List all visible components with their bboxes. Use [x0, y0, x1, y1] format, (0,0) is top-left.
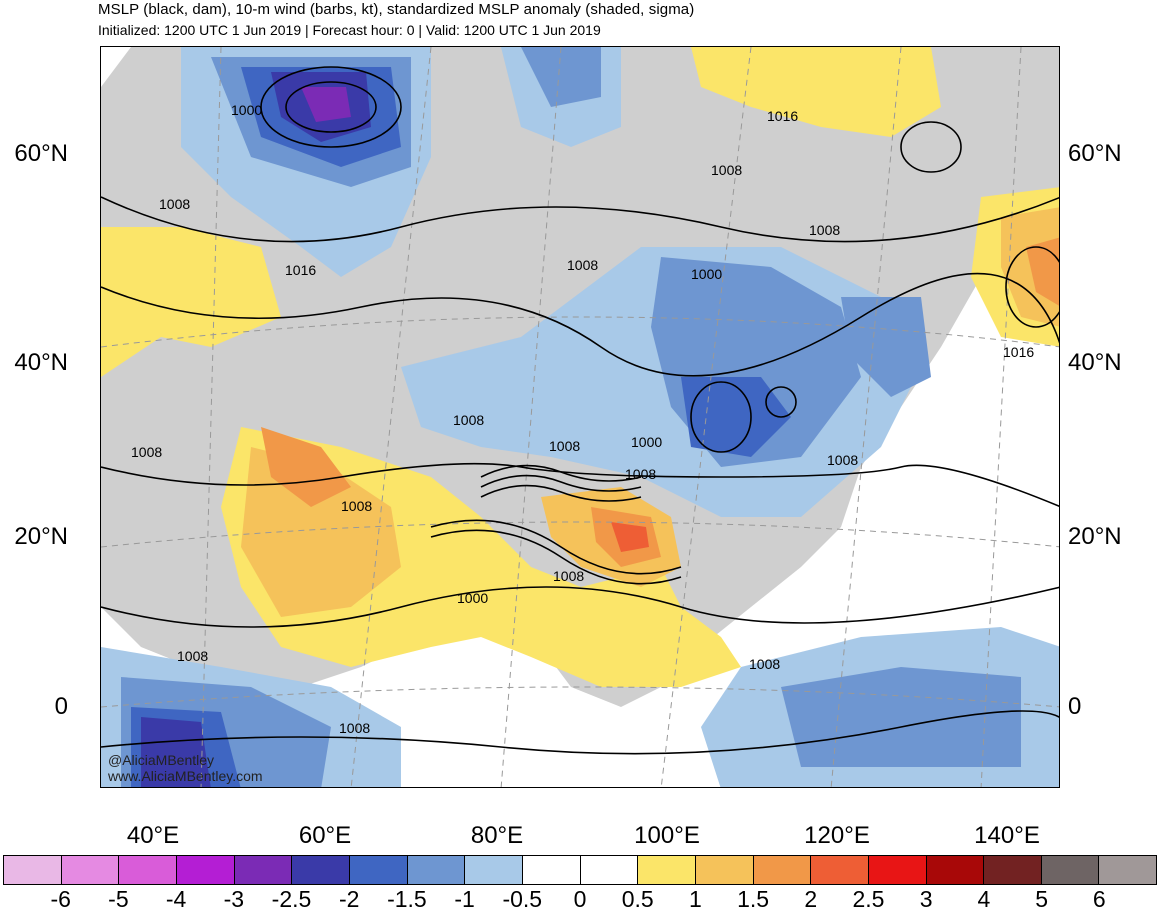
colorbar-swatch: [1099, 856, 1157, 884]
contour-label: 1008: [749, 656, 780, 672]
chart-title: MSLP (black, dam), 10-m wind (barbs, kt)…: [98, 1, 695, 18]
lat-label-left: 40°N: [14, 349, 68, 376]
lat-label-right: 20°N: [1068, 523, 1122, 550]
contour-label: 1008: [809, 222, 840, 238]
contour-label: 1000: [631, 434, 662, 450]
colorbar-swatch: [292, 856, 350, 884]
anomaly-positive-caspian: [261, 427, 351, 507]
graticule: [101, 47, 1059, 787]
lon-label: 120°E: [804, 822, 870, 849]
contour-label: 1008: [711, 162, 742, 178]
colorbar-tick-label: -2.5: [271, 886, 312, 912]
lon-label: 40°E: [126, 822, 180, 849]
contour-label: 1008: [827, 452, 858, 468]
colorbar-swatch: [176, 856, 235, 884]
colorbar-tick-label: -0.5: [502, 886, 543, 912]
colorbar-swatch: [638, 856, 696, 884]
lon-label: 100°E: [634, 822, 700, 849]
colorbar-swatch: [119, 856, 177, 884]
anomaly-negative-pacific-core: [781, 667, 1021, 767]
colorbar-swatch: [4, 856, 62, 884]
colorbar-tick-label: 3: [919, 886, 933, 912]
colorbar-tick-label: 2: [804, 886, 818, 912]
anomaly-negative-manchuria: [841, 297, 931, 397]
anomaly-positive-peak-core: [611, 522, 649, 552]
lon-label: 80°E: [470, 822, 524, 849]
colorbar-tick-label: 1: [688, 886, 702, 912]
colorbar-tick-label: -6: [50, 886, 71, 912]
colorbar-tick-label: -1.5: [387, 886, 427, 912]
contour-label: 1008: [131, 444, 162, 460]
colorbar-tick-label: 1.5: [737, 886, 770, 912]
map-plot: 1000 1008 1016 1016 1008 1008 1008 1000 …: [101, 47, 1059, 787]
lon-label: 60°E: [298, 822, 352, 849]
anomaly-positive-arabia: [241, 447, 401, 617]
colorbar-tick-label: 4: [977, 886, 991, 912]
colorbar-swatch: [868, 856, 927, 884]
colorbar-swatch: [61, 856, 120, 884]
lat-label-right: 0: [1068, 693, 1082, 720]
colorbar-tick-label: -1: [454, 886, 475, 912]
colorbar-tick-label: -2: [338, 886, 360, 912]
contour-label: 1008: [177, 648, 208, 664]
contour-label: 1016: [285, 262, 316, 278]
contour-label: 1008: [553, 568, 584, 584]
contour-label: 1008: [549, 438, 580, 454]
colorbar-swatch: [695, 856, 754, 884]
anomaly-negative-scandinavia-min: [301, 87, 351, 122]
colorbar-tick-label: 0.5: [621, 886, 654, 912]
map-panel: 1000 1008 1016 1016 1008 1008 1008 1000 …: [100, 46, 1060, 788]
colorbar-tick-label: 0: [573, 886, 587, 912]
colorbar-tick-label: -4: [165, 886, 187, 912]
contour-label: 1008: [567, 257, 598, 273]
colorbar-tick-label: -3: [223, 886, 245, 912]
contour-label: 1016: [767, 108, 798, 124]
contour-labels: 1000 1008 1016 1016 1008 1008 1008 1000 …: [131, 102, 1034, 736]
contour-label: 1008: [341, 498, 372, 514]
contour-label: 1000: [691, 266, 722, 282]
colorbar-tick-label: 5: [1035, 886, 1048, 912]
colorbar-swatch: [753, 856, 812, 884]
colorbar-swatch: [811, 856, 869, 884]
contour-label: 1008: [339, 720, 370, 736]
mslp-contours: [101, 66, 1059, 755]
contour-label: 1000: [231, 102, 262, 118]
lat-label-left: 0: [54, 693, 68, 720]
watermark-site: www.AliciaMBentley.com: [108, 768, 263, 784]
colorbar-swatch: [984, 856, 1042, 884]
lat-label-right: 40°N: [1068, 349, 1122, 376]
lon-label: 140°E: [974, 822, 1040, 849]
colorbar-tick-label: 6: [1092, 886, 1106, 912]
colorbar-tick-label: 2.5: [852, 886, 885, 912]
colorbar-swatch: [522, 856, 581, 884]
colorbar-swatch: [349, 856, 408, 884]
contour-label: 1000: [457, 590, 488, 606]
anomaly-positive-japan-peak: [1026, 237, 1059, 306]
contour-label: 1008: [159, 196, 190, 212]
chart-subtitle: Initialized: 1200 UTC 1 Jun 2019 | Forec…: [98, 22, 601, 38]
colorbar: [3, 855, 1157, 885]
anomaly-negative-indian-ocean-min: [141, 717, 211, 787]
colorbar-tick-label: -5: [108, 886, 129, 912]
colorbar-swatch: [926, 856, 985, 884]
anomaly-positive-west: [101, 227, 281, 377]
lat-label-left: 60°N: [14, 140, 68, 167]
contour-label: 1008: [625, 466, 656, 482]
colorbar-swatch: [407, 856, 466, 884]
colorbar-swatch: [234, 856, 293, 884]
contour-label: 1008: [453, 412, 484, 428]
colorbar-swatch: [580, 856, 639, 884]
colorbar-swatch: [1041, 856, 1100, 884]
watermark-handle: @AliciaMBentley: [108, 752, 215, 768]
lat-label-left: 20°N: [14, 523, 68, 550]
anomaly-negative-arctic-core: [521, 47, 601, 107]
contour-label: 1016: [1003, 344, 1034, 360]
lat-label-right: 60°N: [1068, 140, 1122, 167]
colorbar-swatch: [465, 856, 523, 884]
anomaly-positive-ne: [691, 47, 941, 137]
